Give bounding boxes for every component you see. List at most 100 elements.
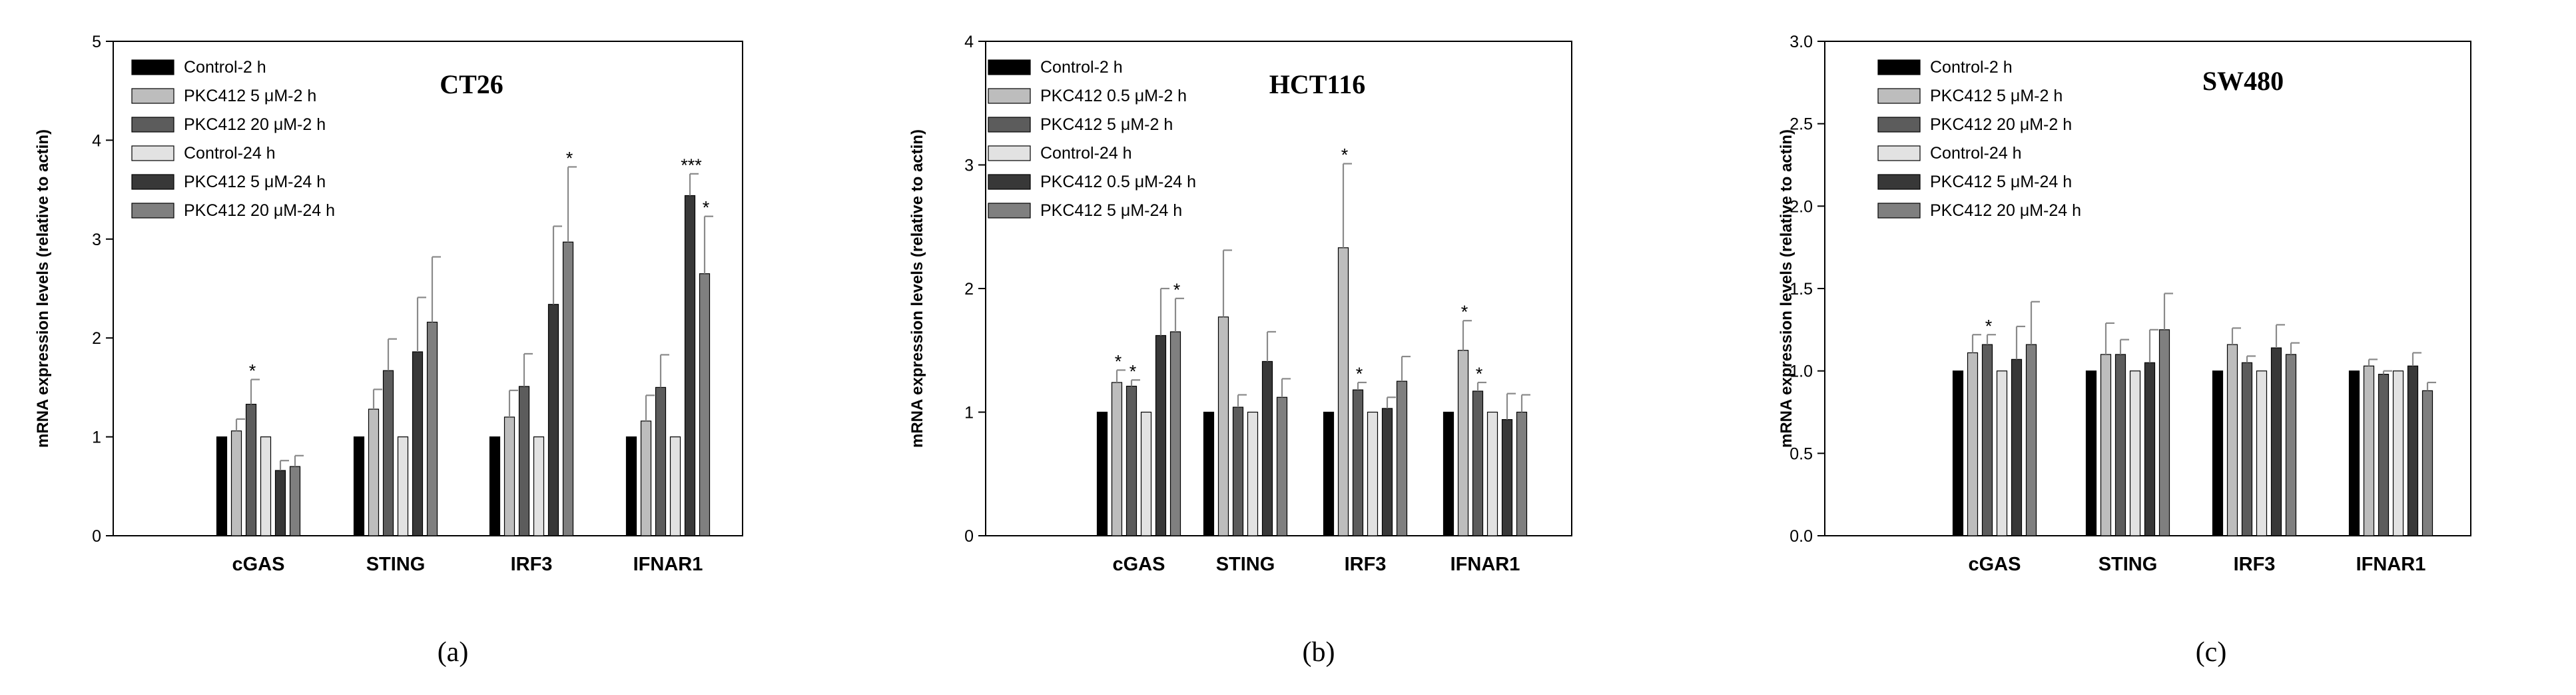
bar [1126,385,1137,536]
legend-label: Control-24 h [1930,144,2022,163]
bar [1381,408,1393,536]
bar [1516,411,1528,536]
bar [669,436,681,536]
panel-label: (b) [1303,637,1335,668]
bar [412,351,424,536]
significance-mark: * [1985,316,1993,336]
x-tick-label: cGAS [232,554,285,575]
y-tick-label: 1 [964,404,974,422]
chart-title: SW480 [2202,66,2284,96]
bar [1396,380,1408,536]
bar [245,404,257,536]
legend: Control-2 h PKC412 5 μM-2 h PKC412 20 μM-2… [131,58,335,220]
bar [625,436,637,536]
legend-swatch [988,59,1031,75]
bar [547,304,559,536]
bar [1261,360,1273,536]
legend-label: Control-24 h [184,144,276,163]
y-axis-label: mRNA expression levels (relative to acti… [34,129,52,448]
legend-swatch [988,88,1031,104]
legend-label: PKC412 20 μM-2 h [1930,115,2072,134]
significance-mark: * [1461,302,1468,322]
panel-label: (a) [438,637,469,668]
legend-label: Control-2 h [1930,58,2013,77]
bar [1352,389,1364,536]
significance-mark: * [1115,351,1122,371]
bar [1967,352,1979,536]
legend-label: PKC412 5 μM-24 h [1930,173,2072,191]
significance-mark: * [1356,364,1363,384]
legend-label: PKC412 5 μM-2 h [184,87,316,105]
legend-swatch [1877,145,1921,161]
legend: Control-2 h PKC412 5 μM-2 h PKC412 20 μM-2… [1877,58,2081,220]
bar [368,408,380,536]
legend-label: Control-24 h [1040,144,1132,163]
bar [2114,354,2126,536]
bar [2392,370,2404,536]
legend-label: PKC412 20 μM-24 h [1930,201,2081,220]
y-tick-label: 0 [964,527,974,546]
x-tick-label: IRF3 [1345,554,1387,575]
bar [382,370,394,536]
legend-swatch [1877,59,1921,75]
x-tick-label: cGAS [1113,554,1165,575]
y-tick-label: 1.0 [1789,362,1813,381]
bar [2129,370,2141,536]
legend: Control-2 h PKC412 0.5 μM-2 h PKC412 5 μM-… [988,58,1196,220]
y-axis-label: mRNA expression levels (relative to acti… [908,129,926,448]
bar [2226,344,2238,536]
legend-swatch [988,203,1031,219]
y-tick-label: 3.0 [1789,33,1813,51]
bar [230,430,242,536]
bar [1155,335,1167,536]
x-tick-label: IFNAR1 [2356,554,2426,575]
bar [1952,370,1964,536]
chart-panel-2: 0 1 2 3 4 mRNA expression levels (relative to… [908,33,1572,668]
bar [2144,362,2156,536]
bar [216,436,228,536]
bar [2348,370,2360,536]
bar [2407,365,2419,536]
bar [1203,411,1215,536]
legend-label: Control-2 h [184,58,266,77]
significance-mark: *** [681,155,702,175]
bar [1140,411,1152,536]
chart-panel-1: 0 1 2 3 4 5 mRNA expression levels (relative t… [34,33,743,668]
x-tick-label: STING [1216,554,1275,575]
legend-swatch [131,117,174,133]
bar [1443,411,1454,536]
significance-mark: * [1173,280,1181,300]
x-tick-label: IFNAR1 [633,554,703,575]
bar [2363,365,2375,536]
bar [2011,358,2023,536]
legend-label: PKC412 5 μM-24 h [1040,201,1182,220]
legend-swatch [988,145,1031,161]
y-tick-label: 2 [964,280,974,299]
bar [426,321,438,536]
bar [353,436,365,536]
legend-label: PKC412 5 μM-24 h [184,173,326,191]
bar [2241,362,2253,536]
bar [2100,354,2112,536]
legend-swatch [988,174,1031,190]
bar [2421,390,2433,536]
y-tick-label: 3 [92,231,101,249]
bar [1981,344,1993,536]
legend-swatch [1877,88,1921,104]
bar [640,420,652,536]
bar [1096,411,1108,536]
bar [503,416,515,536]
bar [397,436,409,536]
y-tick-label: 3 [964,157,974,175]
legend-swatch [131,88,174,104]
chart-panel-3: 0.0 0.5 1.0 1.5 2.0 2.5 3.0 mRNA expression lev… [1777,33,2471,668]
significance-mark: * [566,148,573,168]
bar [2378,374,2390,536]
legend-label: PKC412 20 μM-2 h [184,115,326,134]
bar [2270,347,2282,536]
y-tick-label: 2.5 [1789,115,1813,134]
bar [1323,411,1335,536]
x-tick-label: STING [366,554,426,575]
x-tick-label: IRF3 [2234,554,2276,575]
bar [2158,329,2170,536]
